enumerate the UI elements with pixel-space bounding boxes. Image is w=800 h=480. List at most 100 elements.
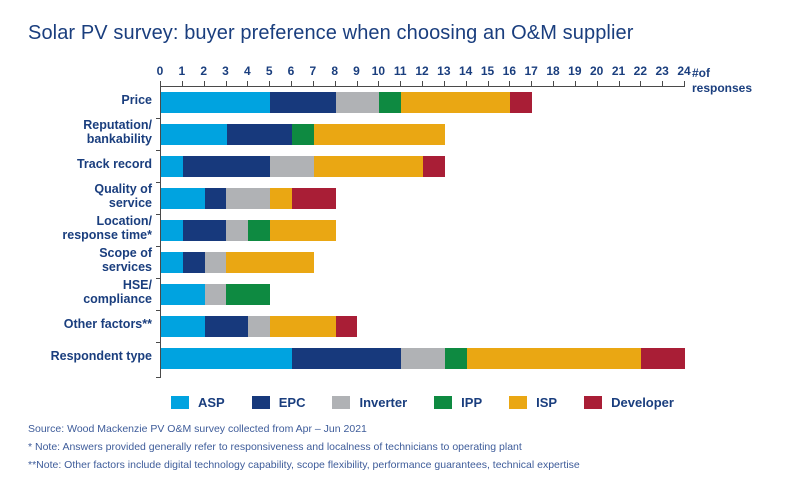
bar-segment-isp	[466, 348, 642, 369]
footnote: Source: Wood Mackenzie PV O&M survey col…	[28, 423, 367, 435]
bar-segment-asp	[161, 156, 183, 177]
x-axis-tick-label: 1	[178, 64, 186, 78]
bar-segment-isp	[270, 220, 336, 241]
legend-swatch	[434, 395, 453, 409]
bar-segment-asp	[161, 220, 183, 241]
bar-segment-epc	[270, 92, 336, 113]
bar-segment-isp	[270, 188, 292, 209]
x-axis-tick	[422, 81, 423, 86]
bar-row	[161, 316, 358, 337]
bar-segment-asp	[161, 92, 271, 113]
x-axis-tick-label: 20	[589, 64, 604, 78]
category-label: Scope of services	[99, 246, 152, 274]
bar-row	[161, 252, 314, 273]
legend-label: IPP	[461, 394, 483, 410]
legend-label: ISP	[536, 394, 558, 410]
bar-segment-asp	[161, 124, 227, 145]
x-axis-tick	[225, 81, 227, 86]
x-axis-tick	[509, 81, 511, 86]
category-label: Price	[121, 93, 152, 107]
y-axis-tick	[156, 150, 160, 151]
bar-segment-isp	[313, 156, 423, 177]
category-label: Track record	[76, 157, 152, 171]
x-axis-tick	[181, 81, 183, 86]
bar-segment-inverter	[204, 252, 227, 273]
bar-row	[161, 92, 533, 113]
x-axis-tick	[356, 81, 358, 86]
legend-label: Inverter	[359, 394, 408, 410]
legend-label: ASP	[198, 394, 225, 410]
bar-segment-asp	[161, 348, 292, 369]
bar-segment-ipp	[379, 92, 402, 113]
x-axis-tick	[400, 81, 402, 86]
x-axis-tick	[465, 81, 467, 86]
bar-segment-asp	[161, 316, 205, 337]
x-axis-tick	[640, 81, 642, 86]
x-axis-tick	[684, 81, 685, 86]
x-axis-tick-label: 18	[546, 64, 560, 78]
y-axis-tick	[156, 214, 160, 215]
x-axis-tick-label: 13	[437, 64, 451, 78]
bar-segment-developer	[641, 348, 685, 369]
bar-segment-developer	[291, 188, 336, 209]
bar-segment-inverter	[401, 348, 445, 369]
bar-segment-inverter	[226, 188, 271, 209]
x-axis-tick	[312, 81, 314, 86]
x-axis-tick-label: 9	[353, 64, 360, 78]
x-axis-tick-label: 4	[243, 64, 251, 78]
bar-segment-ipp	[444, 348, 467, 369]
legend-label: Developer	[611, 394, 674, 410]
footnotes: Source: Wood Mackenzie PV O&M survey col…	[28, 420, 580, 474]
bar-segment-developer	[510, 92, 533, 113]
category-label: Reputation/ bankability	[83, 118, 152, 146]
x-axis-tick-labels: 0 1 2 3 4 5 6 7 8 9 10 11 12 13 14 15 16 17 18 19 20 21 22 23 24	[157, 64, 691, 79]
bar-segment-inverter	[226, 220, 249, 241]
legend-label: EPC	[278, 394, 306, 410]
bar-segment-inverter	[204, 284, 227, 305]
x-axis-tick-label: 19	[568, 64, 582, 78]
bar-segment-asp	[161, 284, 205, 305]
bar-segment-epc	[226, 124, 292, 145]
y-axis-tick	[156, 118, 160, 119]
legend-swatch	[171, 395, 189, 409]
legend-swatch	[509, 395, 528, 409]
legend-swatch	[332, 395, 351, 409]
bar-segment-isp	[401, 92, 511, 113]
x-axis-tick	[531, 81, 533, 86]
bar-segment-epc	[182, 220, 227, 241]
x-axis-tick-label: 5	[265, 64, 273, 78]
bar-row	[161, 156, 445, 177]
x-axis-tick	[378, 81, 380, 86]
legend: ASP EPC Inverter IPP ISP Developer	[160, 392, 685, 412]
y-axis-tick	[156, 246, 160, 247]
bar-segment-epc	[204, 316, 249, 337]
bar-row	[161, 348, 685, 369]
x-axis-tick-label: 24	[677, 64, 691, 78]
x-axis-tick	[553, 81, 554, 86]
x-axis-tick-label: 10	[371, 64, 386, 78]
y-axis-tick	[156, 182, 160, 183]
x-axis-tick-label: 17	[524, 64, 538, 78]
bar-row	[161, 284, 271, 305]
x-axis-tick-label: 8	[331, 64, 338, 78]
x-axis-tick	[662, 81, 664, 86]
legend-item-isp: ISP	[509, 395, 557, 410]
y-axis-tick	[156, 310, 160, 311]
x-axis-tick-label: 21	[611, 64, 626, 78]
x-axis-tick	[487, 81, 489, 86]
category-label: Other factors**	[63, 317, 152, 331]
legend-item-asp: ASP	[171, 395, 225, 410]
bar-segment-inverter	[335, 92, 380, 113]
bar-segment-inverter	[248, 316, 271, 337]
bar-segment-ipp	[248, 220, 271, 241]
x-axis-tick	[596, 81, 598, 86]
x-axis-tick-label: 3	[222, 64, 229, 78]
bar-segment-epc	[292, 348, 402, 369]
x-axis-tick	[443, 81, 445, 86]
legend-item-inverter: Inverter	[332, 395, 407, 410]
x-axis-tick	[247, 81, 249, 86]
x-axis-tick-label: 22	[633, 64, 648, 78]
x-axis-tick-label: 6	[287, 64, 295, 78]
footnote: * Note: Answers provided generally refer…	[28, 441, 522, 453]
